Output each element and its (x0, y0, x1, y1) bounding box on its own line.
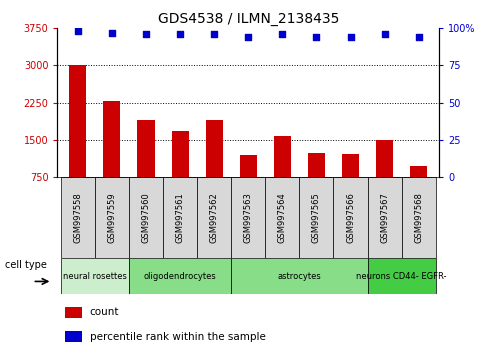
Bar (138, 120, 155, 214)
Bar (172, 131, 189, 214)
Bar (342, 154, 359, 214)
Bar (274, 136, 291, 214)
Text: neural rosettes: neural rosettes (63, 272, 127, 281)
Point (278, 32, 286, 37)
Bar (206, 120, 223, 214)
Point (142, 32, 150, 37)
Text: GSM997558: GSM997558 (73, 192, 82, 243)
Point (176, 32, 184, 37)
Bar (129, 177, 163, 258)
Title: GDS4538 / ILMN_2138435: GDS4538 / ILMN_2138435 (158, 12, 339, 26)
Point (415, 34, 423, 40)
Bar (95, 177, 129, 258)
Bar (368, 177, 402, 258)
Bar (402, 177, 436, 258)
Text: percentile rank within the sample: percentile rank within the sample (90, 332, 265, 342)
Text: GSM997562: GSM997562 (210, 192, 219, 243)
Bar (61, 258, 129, 294)
Point (244, 34, 252, 40)
Text: GSM997560: GSM997560 (142, 192, 151, 243)
Bar (410, 166, 427, 214)
Bar (129, 258, 231, 294)
Text: cell type: cell type (5, 261, 47, 270)
Point (312, 34, 320, 40)
Point (381, 32, 389, 37)
Point (108, 30, 116, 36)
Bar (376, 140, 393, 214)
Text: GSM997567: GSM997567 (380, 192, 389, 243)
Bar (103, 101, 120, 214)
Text: astrocytes: astrocytes (277, 272, 321, 281)
Text: GSM997563: GSM997563 (244, 192, 253, 243)
Text: GSM997568: GSM997568 (414, 192, 423, 243)
Bar (368, 258, 436, 294)
Text: oligodendrocytes: oligodendrocytes (144, 272, 217, 281)
Bar (163, 177, 197, 258)
Bar (299, 177, 333, 258)
Bar (231, 177, 265, 258)
Text: neurons CD44- EGFR-: neurons CD44- EGFR- (356, 272, 447, 281)
Text: GSM997566: GSM997566 (346, 192, 355, 243)
Text: count: count (90, 308, 119, 318)
Point (74, 28, 82, 34)
Bar (197, 177, 231, 258)
Bar (231, 258, 368, 294)
Text: GSM997564: GSM997564 (278, 192, 287, 243)
Bar (333, 177, 368, 258)
Point (346, 34, 354, 40)
Text: GSM997565: GSM997565 (312, 192, 321, 243)
Bar (65, 331, 82, 342)
Bar (61, 177, 95, 258)
Bar (308, 153, 325, 214)
Text: GSM997559: GSM997559 (107, 192, 116, 243)
Bar (265, 177, 299, 258)
Bar (240, 155, 257, 214)
Bar (69, 65, 86, 214)
Text: GSM997561: GSM997561 (176, 192, 185, 243)
Point (210, 32, 218, 37)
Bar (65, 307, 82, 318)
